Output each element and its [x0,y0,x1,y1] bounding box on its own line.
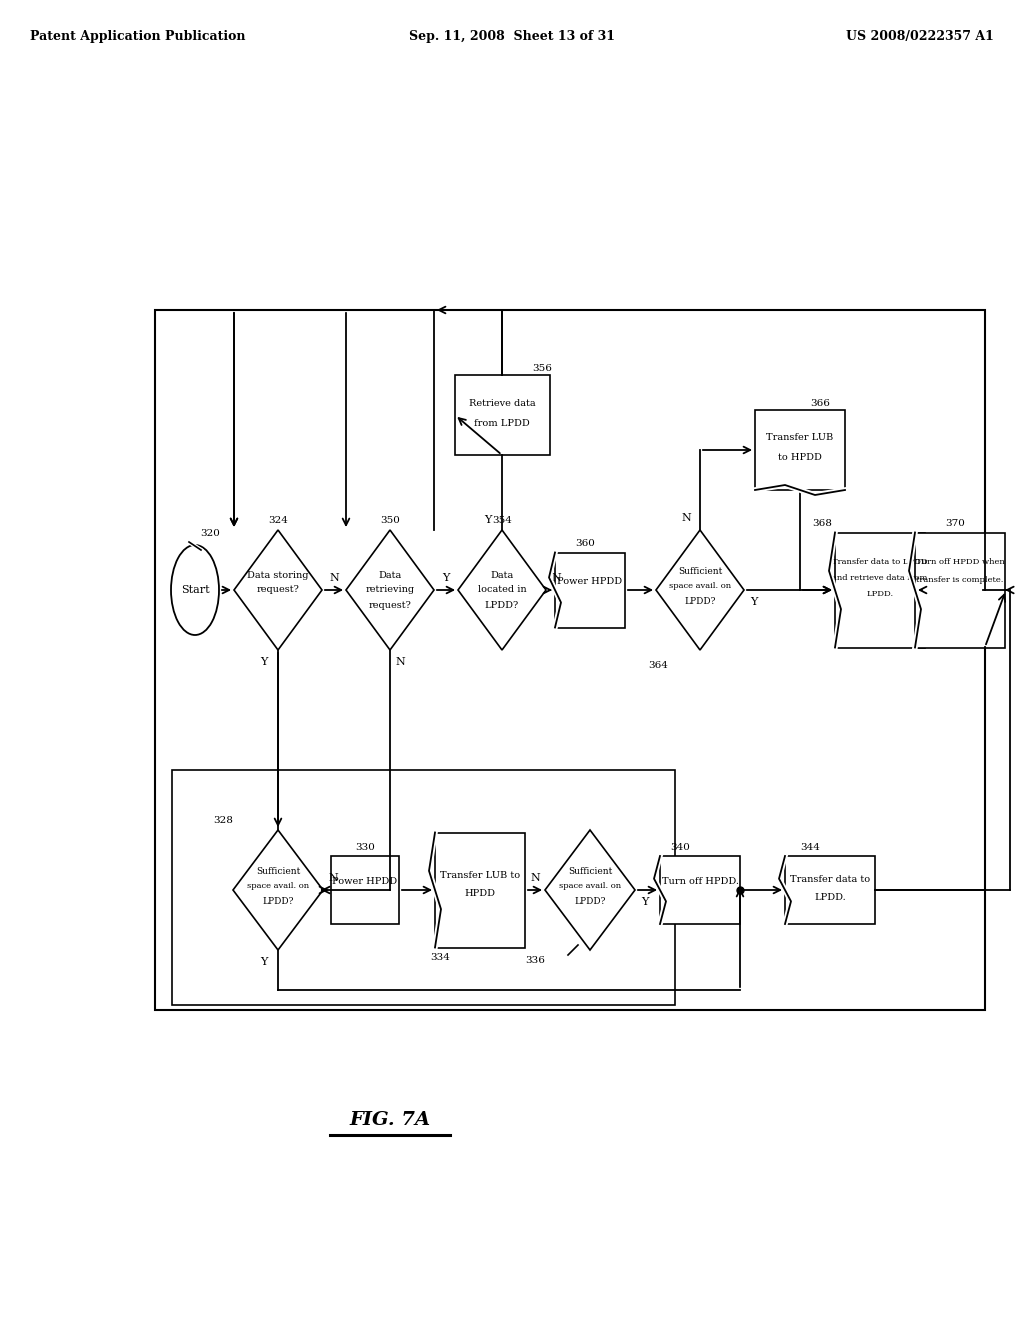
FancyBboxPatch shape [555,553,625,627]
Polygon shape [656,531,744,649]
Text: Transfer data to LPDD: Transfer data to LPDD [833,558,928,566]
Text: HPDD: HPDD [465,888,496,898]
Text: Data: Data [490,570,514,579]
Text: 364: 364 [648,661,668,671]
Text: transfer is complete.: transfer is complete. [916,576,1004,583]
Text: to HPDD: to HPDD [778,454,822,462]
Text: 350: 350 [380,516,400,525]
Text: Sep. 11, 2008  Sheet 13 of 31: Sep. 11, 2008 Sheet 13 of 31 [409,30,615,44]
Polygon shape [233,830,323,950]
Text: request?: request? [369,601,412,610]
Polygon shape [346,531,434,649]
Text: and retrieve data from: and retrieve data from [833,574,928,582]
Text: Patent Application Publication: Patent Application Publication [30,30,246,44]
Polygon shape [545,830,635,950]
FancyBboxPatch shape [915,532,1005,648]
Text: Data storing: Data storing [247,570,309,579]
Text: 356: 356 [532,364,552,374]
Text: retrieving: retrieving [366,586,415,594]
Text: N: N [530,873,540,883]
Text: 320: 320 [200,529,220,539]
Text: Turn off HPDD.: Turn off HPDD. [662,878,738,887]
Text: 336: 336 [525,956,545,965]
FancyBboxPatch shape [660,855,740,924]
Text: Transfer data to: Transfer data to [790,875,870,884]
Text: Start: Start [180,585,209,595]
Polygon shape [234,531,322,649]
Text: 344: 344 [800,843,820,851]
Text: Sufficient: Sufficient [568,867,612,876]
Text: 324: 324 [268,516,288,525]
Text: 328: 328 [213,816,232,825]
Text: LPDD?: LPDD? [574,898,605,907]
Text: Y: Y [751,597,758,607]
Text: 340: 340 [670,843,690,851]
Text: N: N [328,873,338,883]
Text: Sufficient: Sufficient [678,568,722,577]
Text: space avail. on: space avail. on [247,882,309,890]
Text: 368: 368 [812,519,831,528]
Text: N: N [681,513,691,523]
Text: US 2008/0222357 A1: US 2008/0222357 A1 [846,30,994,44]
FancyBboxPatch shape [755,411,845,490]
Text: 330: 330 [355,843,375,851]
Text: Turn off HPDD when: Turn off HPDD when [915,558,1005,566]
Text: 366: 366 [810,399,829,408]
FancyBboxPatch shape [785,855,874,924]
Text: Power HPDD: Power HPDD [557,578,623,586]
Text: N: N [551,573,561,583]
Text: request?: request? [257,586,299,594]
Text: Y: Y [442,573,450,583]
Text: LPDD.: LPDD. [866,590,894,598]
Text: FIG. 7A: FIG. 7A [349,1111,430,1129]
Text: Data: Data [379,570,401,579]
Text: 360: 360 [575,539,595,548]
FancyBboxPatch shape [155,310,985,1010]
FancyBboxPatch shape [172,770,675,1005]
Text: space avail. on: space avail. on [559,882,622,890]
Text: Retrieve data: Retrieve data [469,399,536,408]
Text: Y: Y [260,657,267,667]
FancyBboxPatch shape [435,833,525,948]
Polygon shape [458,531,546,649]
Text: Transfer LUB to: Transfer LUB to [440,870,520,879]
Text: LPDD?: LPDD? [262,898,294,907]
Text: Y: Y [260,957,267,968]
Text: space avail. on: space avail. on [669,582,731,590]
Text: N: N [329,573,339,583]
Text: located in: located in [477,586,526,594]
FancyBboxPatch shape [331,855,399,924]
Text: Transfer LUB: Transfer LUB [766,433,834,442]
Text: Sufficient: Sufficient [256,867,300,876]
Text: 370: 370 [945,519,965,528]
Text: from LPDD: from LPDD [474,418,529,428]
Text: LPDD?: LPDD? [684,598,716,606]
Text: Y: Y [641,898,648,907]
FancyBboxPatch shape [455,375,550,455]
Text: LPDD.: LPDD. [814,894,846,903]
Ellipse shape [171,545,219,635]
Text: Y: Y [484,515,492,525]
Text: N: N [395,657,404,667]
Text: 354: 354 [492,516,512,525]
FancyBboxPatch shape [835,532,925,648]
Text: LPDD?: LPDD? [485,601,519,610]
Text: Power HPDD: Power HPDD [333,878,397,887]
Text: 334: 334 [430,953,450,962]
